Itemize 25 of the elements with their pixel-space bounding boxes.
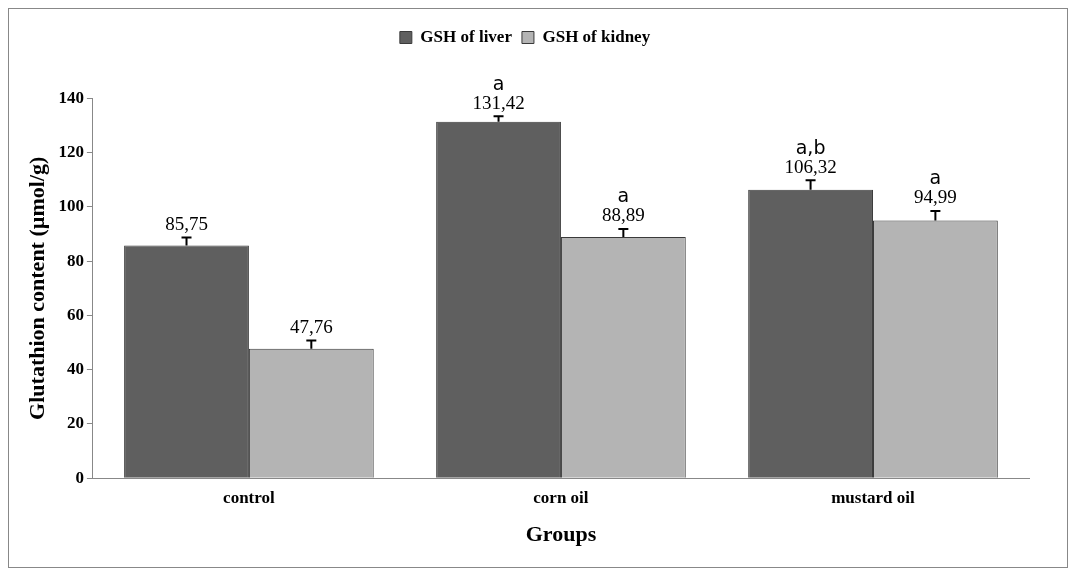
x-tick-label: mustard oil <box>831 487 916 507</box>
x-tick-label: control <box>223 487 275 507</box>
data-label: 94,99 <box>914 186 957 208</box>
x-axis-title: Groups <box>525 521 597 547</box>
y-tick-label: 40 <box>66 359 84 379</box>
data-label: 47,76 <box>289 315 333 337</box>
data-label: 131,42 <box>472 91 525 113</box>
y-tick-label: 60 <box>66 304 84 324</box>
data-label: 106,32 <box>784 155 837 177</box>
y-tick-label: 140 <box>58 87 84 107</box>
x-tick-label: corn oil <box>533 487 589 507</box>
data-label: 85,75 <box>165 212 208 234</box>
y-tick-label: 20 <box>66 413 84 433</box>
data-label: 88,89 <box>601 204 645 226</box>
legend-label: GSH of kidney <box>542 26 651 46</box>
y-tick-label: 80 <box>66 250 84 270</box>
y-tick-label: 100 <box>58 196 84 216</box>
annotation: a <box>617 184 630 207</box>
annotation: a,b <box>795 135 826 158</box>
y-axis-title: Glutathion content (µmol/g) <box>23 156 49 420</box>
text: a <box>492 71 505 94</box>
legend-label: GSH of liver <box>420 26 513 46</box>
y-tick-label: 120 <box>58 142 84 162</box>
y-tick-label: 0 <box>75 467 84 487</box>
annotation: a <box>929 166 942 189</box>
